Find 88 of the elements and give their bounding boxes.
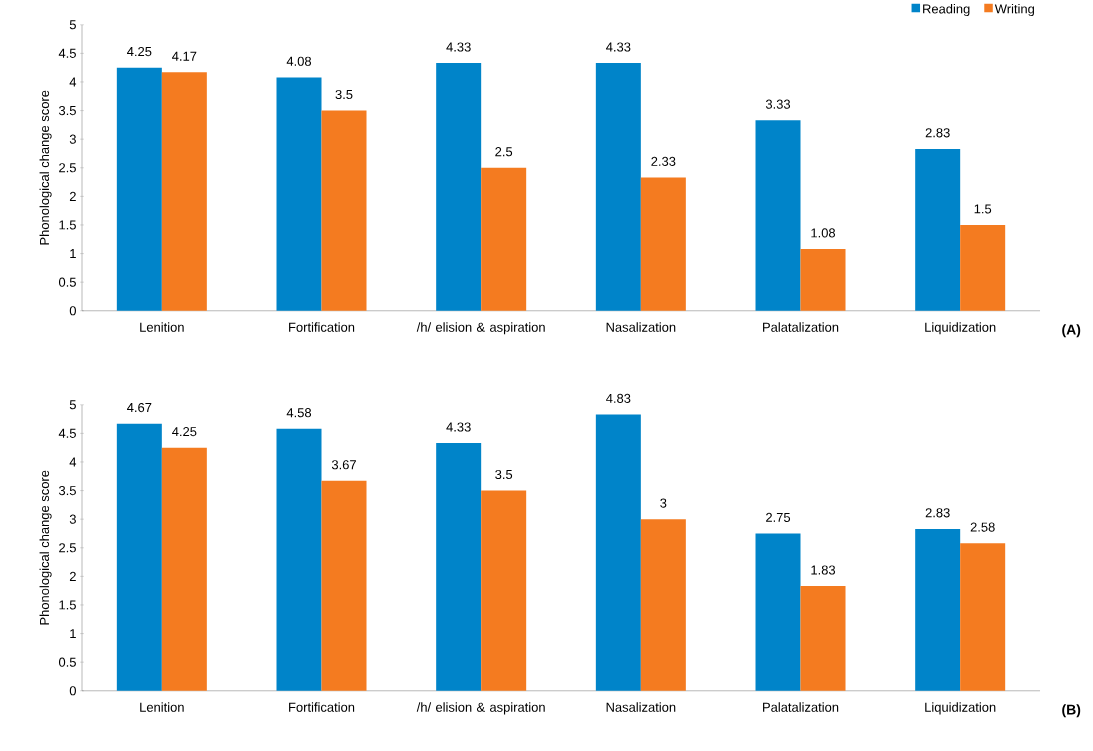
data-label: 1.83	[811, 565, 836, 575]
bar	[640, 177, 686, 311]
data-label: 1.08	[811, 228, 836, 238]
bar	[481, 167, 527, 311]
y-tick-label: 3.5	[58, 486, 76, 496]
data-label: 2.5	[495, 147, 513, 157]
data-label: 4.33	[446, 422, 471, 432]
y-tick-label: 1.5	[59, 220, 76, 230]
y-tick-label: 1.5	[59, 600, 76, 610]
bar	[755, 120, 801, 311]
y-tick-label: 4	[69, 457, 77, 467]
y-tick-label: 3.5	[58, 106, 76, 116]
x-tick-label: Lenition	[140, 702, 184, 712]
bar	[960, 543, 1006, 691]
bar	[321, 480, 367, 691]
bar	[800, 586, 846, 691]
y-tick-label: 2.5	[59, 543, 76, 553]
y-tick-label: 2.5	[59, 163, 76, 173]
y-tick-label: 1	[70, 249, 76, 259]
x-tick-label: Lenition	[140, 322, 184, 332]
x-tick-label: Fortification	[289, 322, 355, 332]
data-label: 3	[660, 498, 667, 508]
data-label: 2.33	[651, 156, 676, 167]
data-label: 3.67	[331, 460, 356, 470]
y-axis-title: Phonological change score	[39, 470, 52, 625]
data-label: 3.5	[335, 89, 353, 100]
data-label: 4.25	[127, 47, 152, 57]
legend-label: Writing	[994, 4, 1034, 17]
bar	[321, 110, 367, 311]
y-tick-label: 0	[69, 686, 76, 696]
bar	[960, 225, 1006, 311]
data-label: 4.83	[606, 393, 631, 404]
y-tick-label: 5	[69, 20, 76, 30]
y-tick-label: 4.5	[58, 428, 76, 439]
data-label: 4.25	[172, 427, 197, 437]
x-tick-label: /h/ elision & aspiration	[416, 702, 545, 715]
bar	[755, 533, 801, 691]
y-tick-label: 0	[69, 306, 76, 316]
y-tick-label: 1	[70, 629, 76, 639]
bar	[276, 77, 322, 311]
bar	[116, 423, 162, 691]
x-tick-label: Palatalization	[763, 702, 839, 712]
data-label: 3.33	[765, 99, 791, 109]
data-label: 3.5	[495, 470, 513, 480]
legend-label: Reading	[923, 4, 970, 17]
x-tick-label: Nasalization	[606, 702, 676, 712]
x-tick-label: Liquidization	[925, 702, 996, 715]
data-label: 2.58	[970, 522, 995, 532]
x-tick-label: /h/ elision & aspiration	[416, 322, 545, 335]
y-tick-label: 4	[69, 77, 77, 87]
bar	[436, 443, 482, 691]
y-tick-label: 3	[69, 134, 76, 144]
x-tick-label: Fortification	[289, 702, 355, 712]
bar	[276, 428, 322, 691]
data-label: 4.58	[286, 408, 312, 418]
bar	[595, 414, 641, 691]
y-tick-label: 0.5	[58, 657, 76, 667]
y-axis-title: Phonological change score	[39, 90, 52, 245]
data-label: 4.17	[172, 51, 197, 61]
bar	[161, 72, 207, 311]
bar	[116, 67, 162, 311]
bar	[161, 447, 207, 691]
bar	[915, 149, 961, 311]
y-tick-label: 5	[69, 400, 76, 410]
x-tick-label: Liquidization	[925, 322, 996, 335]
bar	[481, 490, 527, 691]
data-label: 2.83	[925, 128, 950, 138]
data-label: 4.67	[127, 403, 152, 413]
y-tick-label: 3	[69, 514, 76, 524]
bar	[640, 519, 686, 691]
data-label: 4.33	[446, 42, 471, 52]
y-tick-label: 2	[69, 191, 76, 201]
y-tick-label: 0.5	[58, 277, 76, 287]
data-label: 2.75	[766, 512, 791, 523]
data-label: 4.33	[606, 42, 631, 52]
data-label: 2.83	[925, 508, 950, 518]
bar	[915, 529, 961, 691]
y-tick-label: 4.5	[58, 48, 76, 58]
bar	[800, 249, 846, 311]
data-label: 1.5	[974, 204, 992, 214]
x-tick-label: Nasalization	[606, 322, 676, 332]
bar	[595, 63, 641, 311]
data-label: 4.08	[286, 56, 312, 66]
text: (B)	[1062, 704, 1081, 718]
text: (A)	[1062, 324, 1081, 338]
bar	[436, 63, 482, 311]
y-tick-label: 2	[69, 571, 76, 582]
x-tick-label: Palatalization	[763, 322, 839, 332]
